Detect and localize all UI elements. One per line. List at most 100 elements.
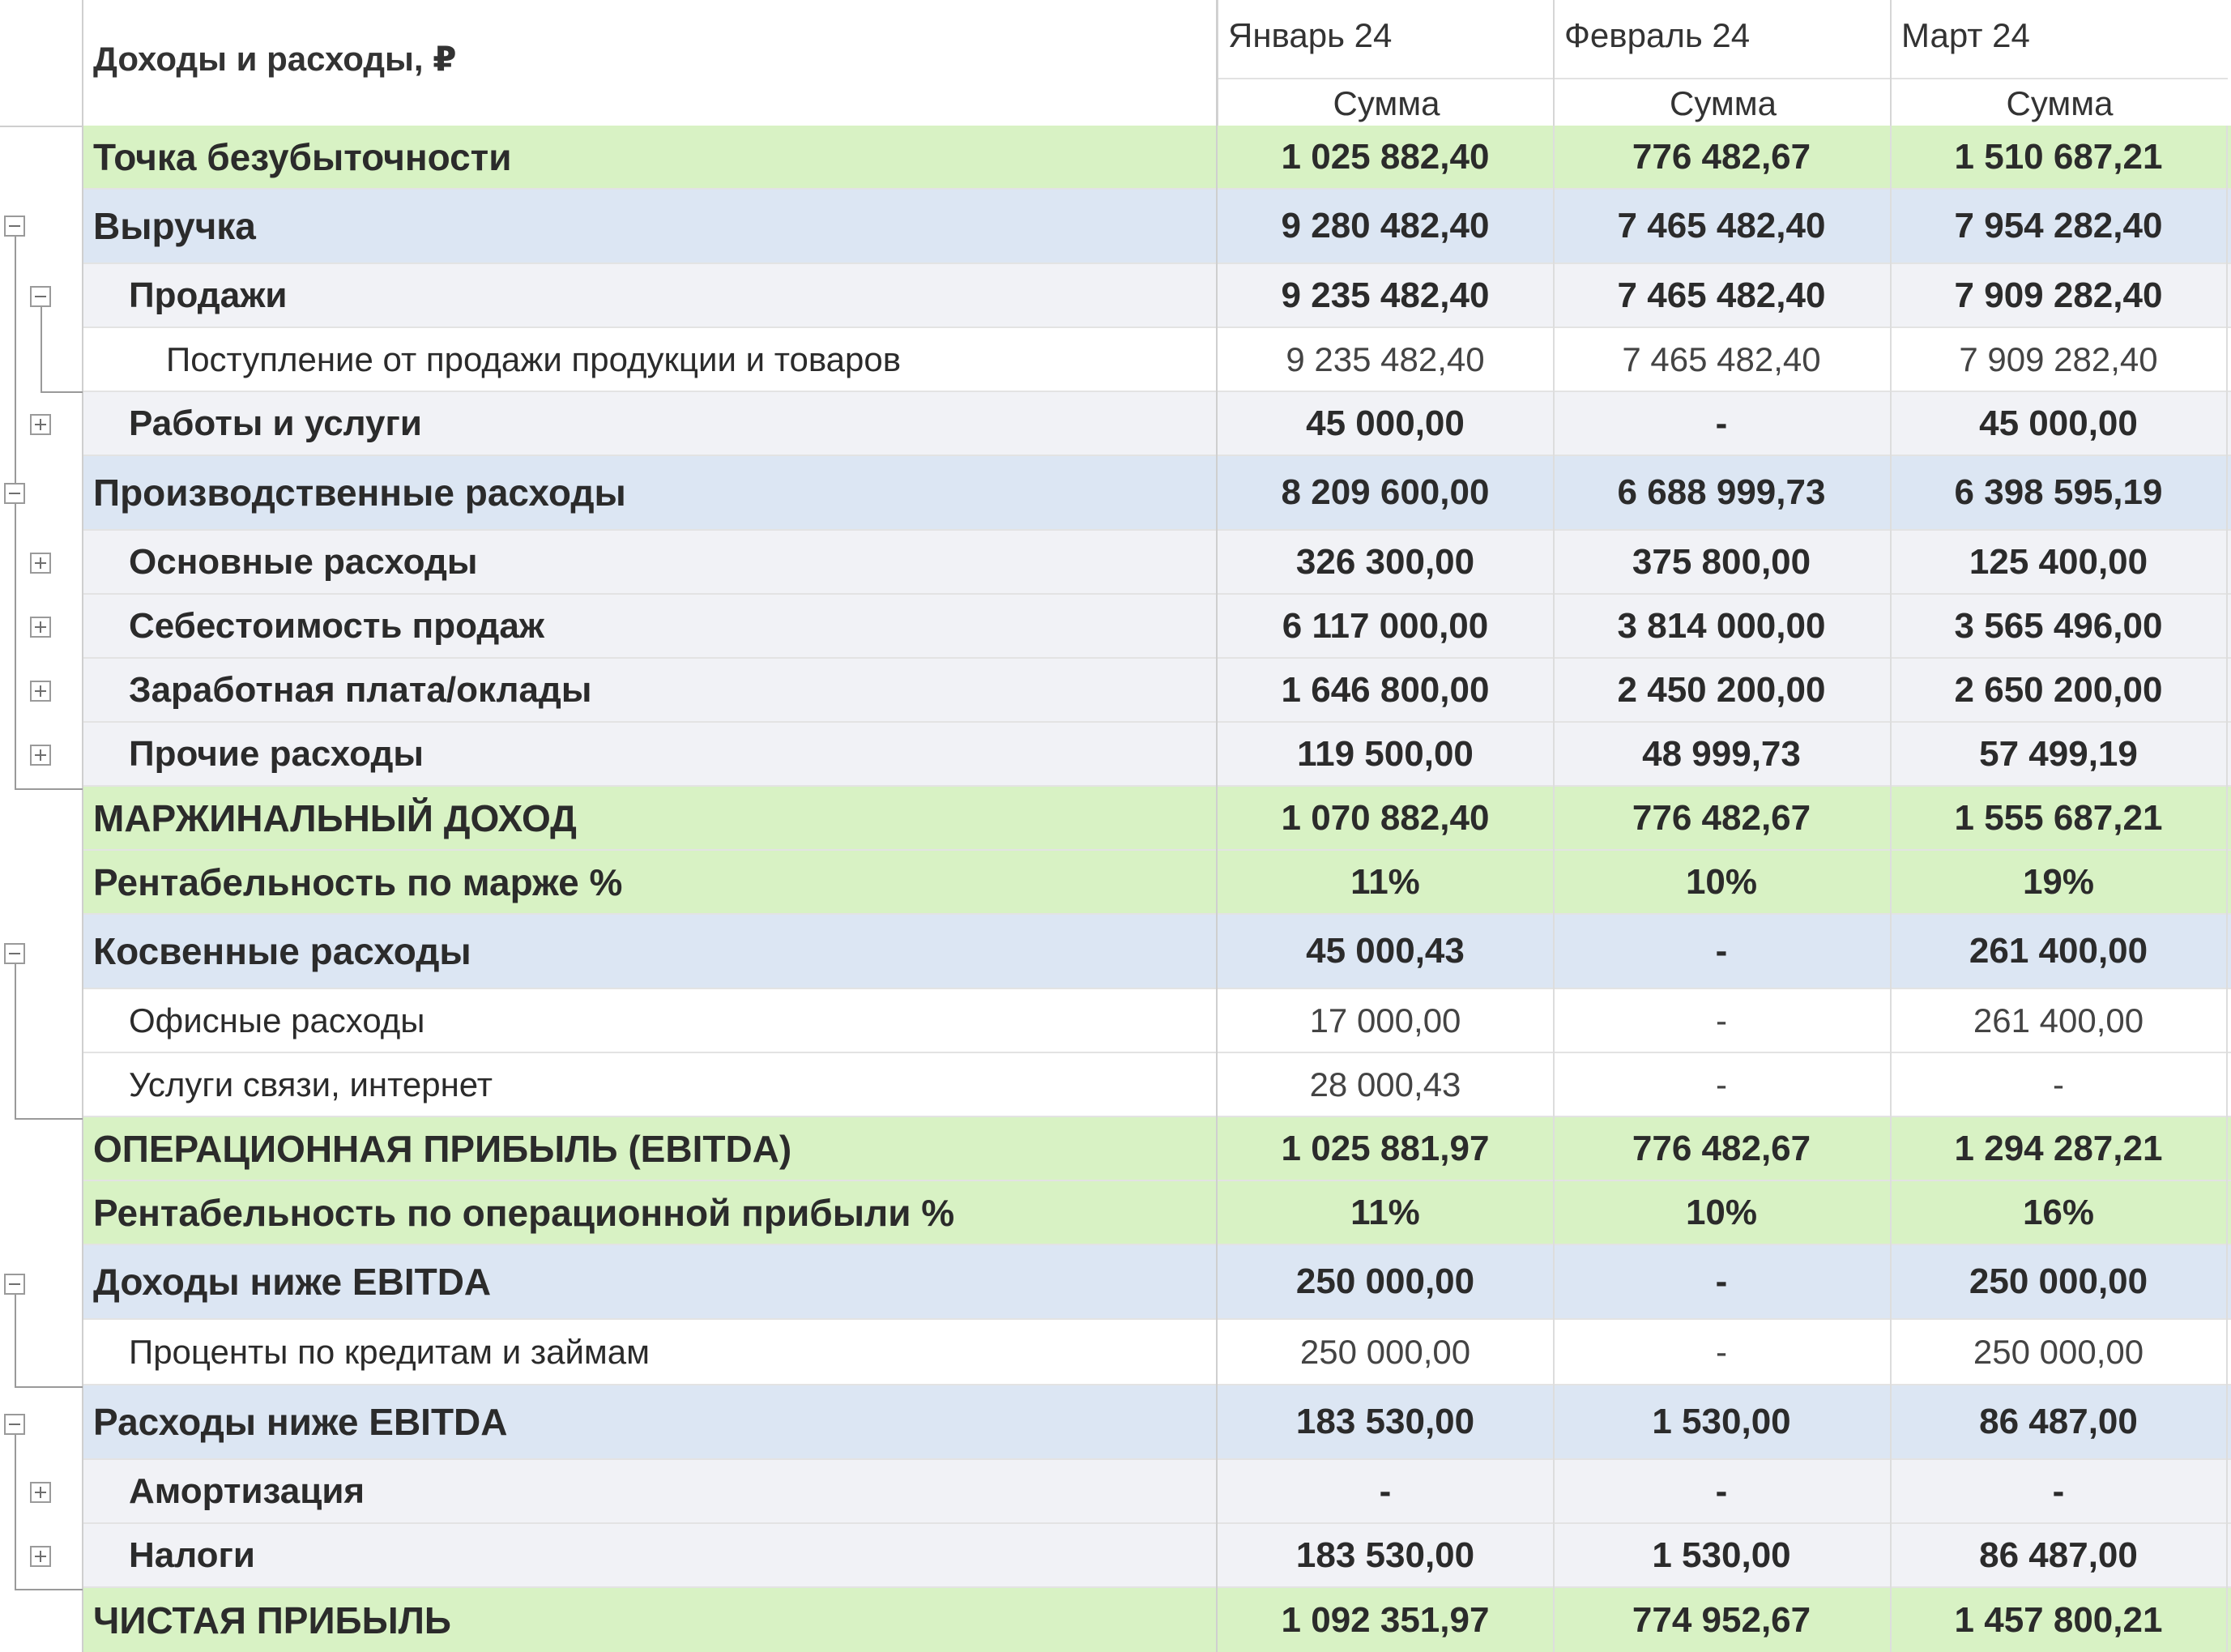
table-row: Себестоимость продаж 6 117 000,00 3 814 … xyxy=(83,595,2231,659)
value-mar: 3 565 496,00 xyxy=(1954,605,2163,646)
table-row: Выручка 9 280 482,40 7 465 482,40 7 954 … xyxy=(83,190,2231,264)
value-mar: 250 000,00 xyxy=(1973,1332,2144,1371)
table-row: Точка безубыточности 1 025 882,40 776 48… xyxy=(83,126,2231,190)
tree-line xyxy=(15,237,16,789)
column-header-mar[interactable]: Март 24 Сумма xyxy=(1890,0,2228,126)
collapse-icon[interactable] xyxy=(4,216,25,237)
row-label: Косвенные расходы xyxy=(93,930,471,972)
value-feb: 2 450 200,00 xyxy=(1617,669,1826,710)
value-jan: 250 000,00 xyxy=(1295,1261,1475,1301)
expand-icon[interactable] xyxy=(30,1482,51,1503)
table-row: ОПЕРАЦИОННАЯ ПРИБЫЛЬ (EBITDA) 1 025 881,… xyxy=(83,1117,2231,1181)
tree-line xyxy=(15,1435,16,1590)
value-feb: 1 530,00 xyxy=(1652,1535,1791,1575)
value-mar: 1 555 687,21 xyxy=(1954,797,2163,838)
sum-label: Сумма xyxy=(1555,78,1892,127)
table-row: Прочие расходы 119 500,00 48 999,73 57 4… xyxy=(83,723,2231,787)
collapse-icon[interactable] xyxy=(4,483,25,504)
value-jan: 1 025 882,40 xyxy=(1281,136,1490,177)
table-row: Рентабельность по операционной прибыли %… xyxy=(83,1181,2231,1245)
row-label: Налоги xyxy=(129,1535,255,1575)
table-row: Основные расходы 326 300,00 375 800,00 1… xyxy=(83,531,2231,595)
value-mar: 1 294 287,21 xyxy=(1954,1128,2163,1168)
value-jan: 9 280 482,40 xyxy=(1281,206,1490,245)
table-row: Рентабельность по марже % 11% 10% 19% xyxy=(83,851,2231,915)
row-label: Производственные расходы xyxy=(93,472,626,514)
value-mar: 7 909 282,40 xyxy=(1959,339,2158,378)
value-feb: 776 482,67 xyxy=(1632,1128,1811,1168)
value-feb: - xyxy=(1715,931,1728,971)
table-row: Работы и услуги 45 000,00 - 45 000,00 xyxy=(83,392,2231,456)
value-feb: - xyxy=(1715,403,1728,443)
column-header-feb[interactable]: Февраль 24 Сумма xyxy=(1553,0,1892,126)
table-row: Налоги 183 530,00 1 530,00 86 487,00 xyxy=(83,1524,2231,1588)
row-label: Поступление от продажи продукции и товар… xyxy=(166,339,902,378)
value-feb: 10% xyxy=(1685,861,1758,902)
row-label: МАРЖИНАЛЬНЫЙ ДОХОД xyxy=(93,796,577,839)
expand-icon[interactable] xyxy=(30,745,51,766)
row-label: Рентабельность по операционной прибыли % xyxy=(93,1191,955,1234)
tree-line xyxy=(41,307,42,392)
value-jan: 9 235 482,40 xyxy=(1286,339,1485,378)
value-feb: 48 999,73 xyxy=(1642,733,1801,774)
value-feb: 776 482,67 xyxy=(1632,797,1811,838)
tree-line xyxy=(41,391,83,393)
row-label: Работы и услуги xyxy=(129,403,422,443)
table-row: МАРЖИНАЛЬНЫЙ ДОХОД 1 070 882,40 776 482,… xyxy=(83,787,2231,851)
table-row: Заработная плата/оклады 1 646 800,00 2 4… xyxy=(83,659,2231,723)
row-label: Доходы ниже EBITDA xyxy=(93,1261,492,1303)
value-jan: 1 646 800,00 xyxy=(1281,669,1490,710)
value-feb: 774 952,67 xyxy=(1632,1599,1811,1640)
row-label: Заработная плата/оклады xyxy=(129,669,592,710)
expand-icon[interactable] xyxy=(30,1546,51,1567)
table-row: Расходы ниже EBITDA 183 530,00 1 530,00 … xyxy=(83,1385,2231,1460)
table-row: Косвенные расходы 45 000,43 - 261 400,00 xyxy=(83,915,2231,989)
value-jan: 250 000,00 xyxy=(1299,1332,1471,1371)
value-feb: 3 814 000,00 xyxy=(1617,605,1826,646)
value-mar: - xyxy=(2052,1471,2065,1511)
collapse-icon[interactable] xyxy=(30,286,51,307)
table-row: Амортизация - - - xyxy=(83,1460,2231,1524)
column-header-jan[interactable]: Январь 24 Сумма xyxy=(1217,0,1555,126)
tree-line xyxy=(15,1589,83,1590)
value-mar: 261 400,00 xyxy=(1973,1001,2144,1039)
row-label: Продажи xyxy=(129,275,288,315)
value-feb: 1 530,00 xyxy=(1652,1402,1791,1441)
table-row: ЧИСТАЯ ПРИБЫЛЬ 1 092 351,97 774 952,67 1… xyxy=(83,1588,2231,1652)
value-feb: 7 465 482,40 xyxy=(1622,339,1821,378)
table-row: Поступление от продажи продукции и товар… xyxy=(83,328,2231,392)
value-feb: 375 800,00 xyxy=(1632,541,1811,582)
value-mar: 1 457 800,21 xyxy=(1954,1599,2163,1640)
tree-line xyxy=(15,1118,83,1120)
expand-icon[interactable] xyxy=(30,414,51,435)
expand-icon[interactable] xyxy=(30,553,51,574)
expand-icon[interactable] xyxy=(30,681,51,702)
row-label: Офисные расходы xyxy=(129,1001,425,1039)
value-feb: - xyxy=(1716,1001,1727,1039)
row-label: ОПЕРАЦИОННАЯ ПРИБЫЛЬ (EBITDA) xyxy=(93,1127,792,1170)
collapse-icon[interactable] xyxy=(4,1414,25,1435)
value-jan: 9 235 482,40 xyxy=(1281,275,1490,315)
value-mar: - xyxy=(2053,1065,2064,1103)
expand-icon[interactable] xyxy=(30,617,51,638)
row-label: Рентабельность по марже % xyxy=(93,860,623,903)
table-row: Услуги связи, интернет 28 000,43 - - xyxy=(83,1053,2231,1117)
value-feb: 776 482,67 xyxy=(1632,136,1811,177)
value-mar: 7 909 282,40 xyxy=(1954,275,2163,315)
tree-line xyxy=(15,964,16,1119)
collapse-icon[interactable] xyxy=(4,1274,25,1295)
row-label: Амортизация xyxy=(129,1471,365,1511)
month-label: Март 24 xyxy=(1901,16,2030,54)
value-mar: 6 398 595,19 xyxy=(1954,472,2163,512)
tree-line xyxy=(15,1386,83,1388)
column-divider xyxy=(2226,126,2228,1652)
value-jan: 11% xyxy=(1350,1192,1420,1232)
value-jan: 8 209 600,00 xyxy=(1281,472,1490,512)
tree-line xyxy=(15,1295,16,1387)
value-jan: - xyxy=(1379,1471,1392,1511)
column-divider xyxy=(1890,126,1892,1652)
table-row: Проценты по кредитам и займам 250 000,00… xyxy=(83,1320,2231,1385)
collapse-icon[interactable] xyxy=(4,943,25,964)
value-feb: 7 465 482,40 xyxy=(1617,206,1826,245)
